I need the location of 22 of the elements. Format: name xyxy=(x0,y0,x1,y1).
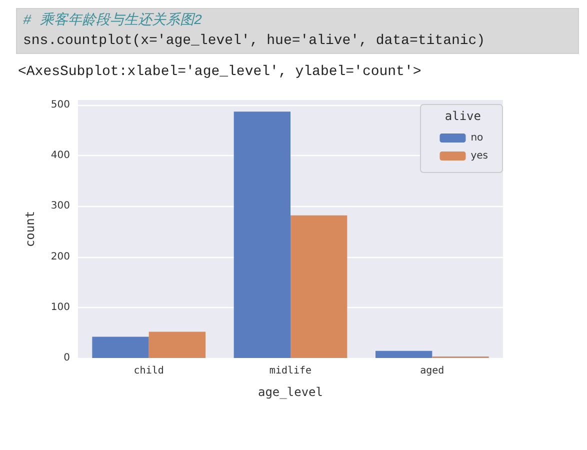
x-tick-label: midlife xyxy=(269,366,312,376)
y-tick-label: 200 xyxy=(50,251,70,262)
text: sns.countplot(x='age_level', hue='alive', data=titanic) xyxy=(23,32,486,51)
x-tick-label: aged xyxy=(420,366,444,376)
y-tick-label: 500 xyxy=(50,100,70,111)
bar xyxy=(290,215,348,358)
y-tick-label: 300 xyxy=(50,200,70,212)
legend-label: yes xyxy=(470,150,488,162)
x-tick-label: child xyxy=(134,366,164,376)
bar xyxy=(234,112,290,358)
y-tick-label: 100 xyxy=(50,302,70,313)
legend-label: no xyxy=(470,132,484,144)
legend-title: alive xyxy=(444,109,481,123)
y-axis-title: count xyxy=(23,210,37,248)
bar xyxy=(148,332,206,358)
bar xyxy=(376,350,432,358)
y-tick-label: 400 xyxy=(50,150,70,162)
text: <AxesSubplot:xlabel='age_level', ylabel='count'> xyxy=(18,64,422,80)
text: # 乘客年龄段与生还关系图2 xyxy=(23,11,204,31)
bar xyxy=(92,336,149,358)
y-tick-label: 0 xyxy=(64,352,70,364)
x-axis-title: age_level xyxy=(258,385,324,399)
